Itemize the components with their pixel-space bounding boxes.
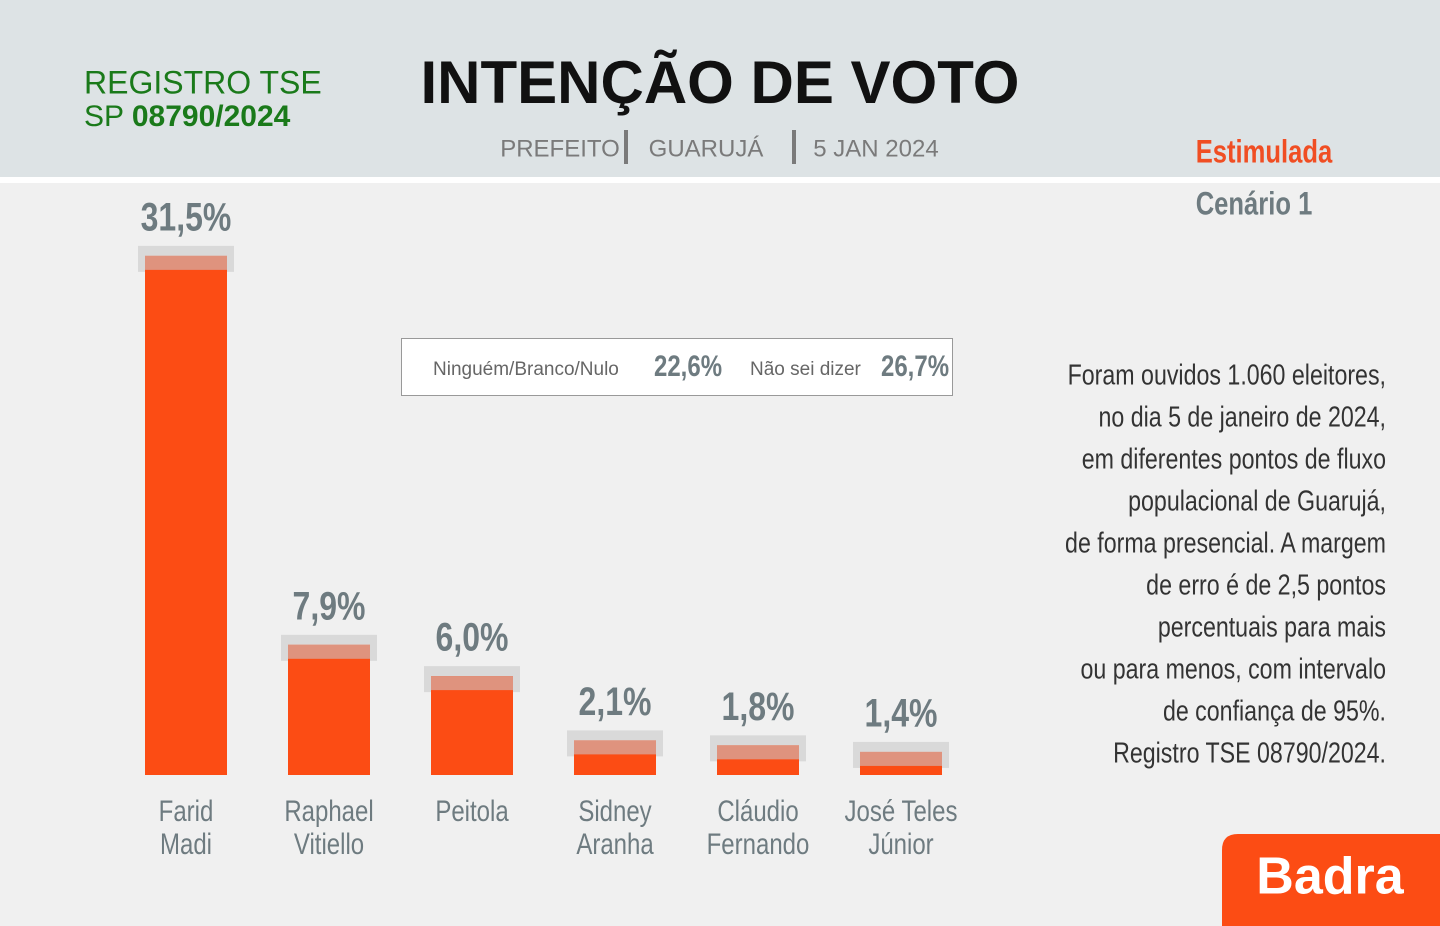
- value-label: 2,1%: [579, 679, 652, 724]
- note-line-group: populacional de Guarujá,: [1128, 484, 1386, 517]
- value-label: 7,9%: [293, 583, 366, 628]
- methodology-note: Foram ouvidos 1.060 eleitores, no dia 5 d…: [1065, 358, 1386, 769]
- logo-box: [1222, 834, 1440, 926]
- category-label: Sidney: [578, 793, 652, 827]
- note-line-group: percentuais para mais: [1158, 610, 1386, 643]
- note-line-group: de forma presencial. A margem: [1065, 526, 1386, 559]
- category-label-group: Madi: [160, 826, 212, 860]
- note-line-group: de confiança de 95%.: [1163, 694, 1386, 727]
- value-label: 1,4%: [865, 690, 938, 735]
- separator: [624, 130, 628, 164]
- category-label: Madi: [160, 826, 212, 860]
- bar-cap-overlay: [574, 740, 656, 755]
- subtitle-role: PREFEITO: [500, 135, 620, 162]
- note-line-group: em diferentes pontos de fluxo: [1082, 442, 1386, 475]
- bar: [145, 255, 227, 775]
- chart-title: INTENÇÃO DE VOTO: [421, 49, 1020, 116]
- category-label-group: Cláudio: [717, 793, 798, 827]
- mode-label: Estimulada: [1196, 135, 1333, 170]
- scenario-group: Cenário 1: [1196, 187, 1313, 222]
- note-line: ou para menos, com intervalo: [1080, 652, 1386, 685]
- logo: Badra: [1256, 848, 1404, 906]
- subtitle-date: 5 JAN 2024: [813, 135, 938, 162]
- bar-cap-overlay: [860, 751, 942, 766]
- value-label-group: 1,8%: [722, 683, 795, 728]
- others-value-group: 22,6%: [654, 348, 722, 382]
- others-box: [401, 338, 953, 396]
- note-line: de confiança de 95%.: [1163, 694, 1386, 727]
- note-line: Foram ouvidos 1.060 eleitores,: [1068, 358, 1386, 391]
- category-label-group: Raphael: [284, 793, 373, 827]
- note-line-group: Registro TSE 08790/2024.: [1113, 736, 1386, 769]
- bar-cap-overlay: [431, 676, 513, 691]
- subtitle-city: GUARUJÁ: [649, 135, 764, 162]
- category-label: Cláudio: [717, 793, 798, 827]
- category-label-group: Júnior: [868, 826, 933, 860]
- category-label-group: José Teles: [845, 793, 958, 827]
- note-line: no dia 5 de janeiro de 2024,: [1098, 400, 1386, 433]
- category-label-group: Fernando: [707, 826, 810, 860]
- registry-code: 08790/2024: [132, 100, 291, 133]
- value-label-group: 31,5%: [141, 194, 232, 239]
- note-line: de erro é de 2,5 pontos: [1146, 568, 1386, 601]
- note-line-group: de erro é de 2,5 pontos: [1146, 568, 1386, 601]
- value-label-group: 6,0%: [436, 614, 509, 659]
- note-line-group: no dia 5 de janeiro de 2024,: [1098, 400, 1386, 433]
- note-line-group: ou para menos, com intervalo: [1080, 652, 1386, 685]
- note-line: em diferentes pontos de fluxo: [1082, 442, 1386, 475]
- category-label: Peitola: [435, 793, 509, 827]
- value-label-group: 1,4%: [865, 690, 938, 735]
- registry-line: REGISTRO TSE: [84, 64, 322, 100]
- value-label: 31,5%: [141, 194, 232, 239]
- separator: [792, 130, 796, 164]
- value-label-group: 7,9%: [293, 583, 366, 628]
- others-value-group: 26,7%: [881, 348, 949, 382]
- category-label-group: Aranha: [576, 826, 654, 860]
- note-line: percentuais para mais: [1158, 610, 1386, 643]
- category-label-group: Sidney: [578, 793, 652, 827]
- value-label: 1,8%: [722, 683, 795, 728]
- category-label-group: Peitola: [435, 793, 509, 827]
- category-label-group: Vitiello: [294, 826, 364, 860]
- note-line: populacional de Guarujá,: [1128, 484, 1386, 517]
- note-line: Registro TSE 08790/2024.: [1113, 736, 1386, 769]
- bar-cap-overlay: [717, 745, 799, 760]
- others-label: Não sei dizer: [750, 359, 862, 380]
- value-label-group: 2,1%: [579, 679, 652, 724]
- scenario-label: Cenário 1: [1196, 187, 1313, 222]
- category-label: Vitiello: [294, 826, 364, 860]
- category-label-group: Farid: [159, 793, 214, 827]
- category-label: Raphael: [284, 793, 373, 827]
- bar: [431, 676, 513, 775]
- category-label: Farid: [159, 793, 214, 827]
- mode-group: Estimulada: [1196, 135, 1333, 170]
- bar-cap-overlay: [145, 255, 227, 270]
- category-label: José Teles: [845, 793, 958, 827]
- header-band: [0, 0, 1440, 177]
- registry-number: SP 08790/2024: [84, 100, 291, 133]
- others-value: 26,7%: [881, 348, 949, 382]
- registry-prefix: SP: [84, 100, 123, 133]
- others-value: 22,6%: [654, 348, 722, 382]
- bar-cap-overlay: [288, 644, 370, 659]
- note-line: de forma presencial. A margem: [1065, 526, 1386, 559]
- category-label: Júnior: [868, 826, 933, 860]
- bar: [288, 644, 370, 775]
- value-label: 6,0%: [436, 614, 509, 659]
- header-divider: [0, 177, 1440, 183]
- category-label: Fernando: [707, 826, 810, 860]
- note-line-group: Foram ouvidos 1.060 eleitores,: [1068, 358, 1386, 391]
- others-label: Ninguém/Branco/Nulo: [433, 359, 619, 380]
- category-label: Aranha: [576, 826, 654, 860]
